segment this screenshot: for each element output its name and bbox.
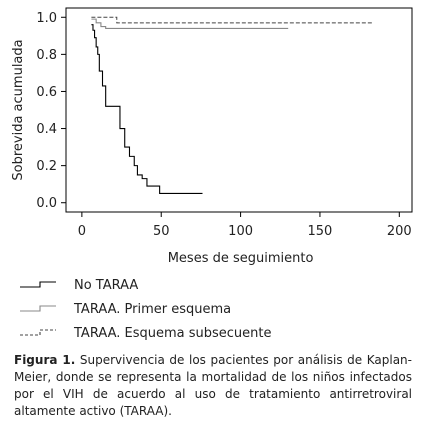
figure-caption: Figura 1. Supervivencia de los pacientes… bbox=[14, 352, 412, 420]
y-tick-label: 0.4 bbox=[36, 122, 57, 137]
y-axis-label: Sobrevida acumulada bbox=[11, 39, 26, 180]
kaplan-meier-chart: 0 50 100 150 200 0.0 0.2 0.4 0.6 0.8 1.0 Meses de s… bbox=[11, 7, 413, 341]
series-line-2 bbox=[91, 18, 289, 29]
y-tick-label: 0.0 bbox=[36, 196, 57, 211]
plot-frame bbox=[65, 7, 413, 213]
x-tick-label: 50 bbox=[153, 224, 170, 239]
y-tick-label: 0.6 bbox=[36, 85, 57, 100]
x-tick-label: 0 bbox=[78, 224, 86, 239]
x-axis-label: Meses de seguimiento bbox=[168, 251, 314, 266]
x-tick-label: 200 bbox=[387, 224, 412, 239]
y-tick-label: 0.2 bbox=[36, 159, 57, 174]
legend-symbol-2 bbox=[20, 305, 56, 312]
x-tick-label: 150 bbox=[308, 224, 333, 239]
legend-label-1: No TARAA bbox=[74, 278, 138, 293]
series-line-3 bbox=[91, 16, 373, 24]
series-line-1 bbox=[91, 24, 203, 195]
y-tick-label: 0.8 bbox=[36, 48, 57, 63]
legend-label-2: TARAA. Primer esquema bbox=[73, 302, 231, 317]
legend-symbol-1 bbox=[20, 281, 56, 288]
caption-text: Supervivencia de los pacientes por análi… bbox=[14, 353, 412, 418]
legend-label-3: TARAA. Esquema subsecuente bbox=[73, 326, 272, 341]
caption-label: Figura 1. bbox=[14, 353, 76, 367]
legend-symbol-3 bbox=[20, 329, 56, 336]
y-tick-label: 1.0 bbox=[36, 11, 57, 26]
x-tick-label: 100 bbox=[228, 224, 253, 239]
